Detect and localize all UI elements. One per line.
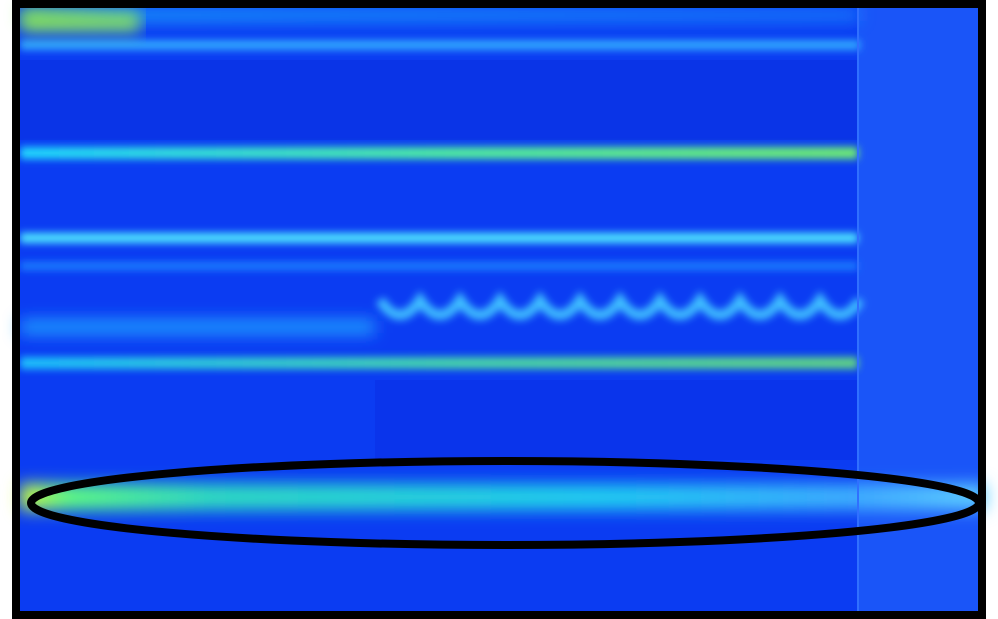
band — [20, 8, 860, 22]
dark-region — [20, 60, 858, 140]
band — [20, 40, 860, 50]
band — [20, 484, 986, 510]
hot-spot — [20, 12, 140, 32]
page — [0, 0, 998, 619]
band — [20, 320, 375, 334]
spectrogram-image — [0, 0, 998, 619]
band — [20, 357, 858, 369]
band — [20, 147, 858, 159]
band — [20, 262, 858, 270]
dark-region — [375, 380, 858, 460]
heatmap — [12, 0, 986, 619]
band — [20, 233, 858, 243]
